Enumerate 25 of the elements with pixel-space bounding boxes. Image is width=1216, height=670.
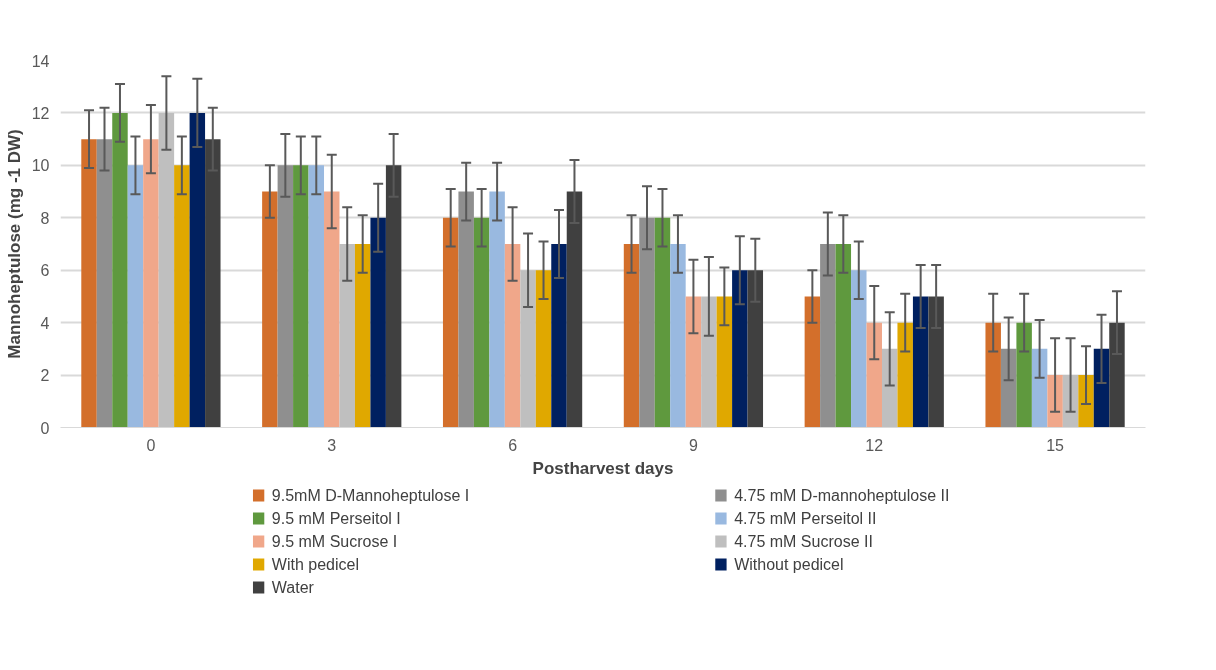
- y-tick-label: 4: [40, 314, 50, 332]
- y-tick-label: 12: [31, 104, 50, 122]
- x-tick-label: 15: [1046, 436, 1065, 454]
- legend-label: 9.5 mM Sucrose I: [271, 533, 398, 550]
- x-tick-label: 3: [327, 436, 337, 454]
- legend-label: 4.75 mM D-mannoheptulose II: [734, 487, 950, 504]
- legend-label: 4.75 mM Perseitol II: [734, 510, 877, 527]
- x-tick-label: 12: [865, 436, 884, 454]
- y-tick-label: 14: [31, 52, 50, 70]
- y-tick-label: 0: [40, 419, 50, 437]
- legend-label: 9.5 mM Perseitol I: [271, 510, 401, 527]
- y-tick-label: 8: [40, 209, 50, 227]
- y-axis-title: Mannoheptulose (mg -1 DW): [4, 129, 24, 359]
- legend-label: 4.75 mM Sucrose II: [734, 533, 873, 550]
- legend-label: Without pedicel: [734, 556, 844, 573]
- legend-label: Water: [271, 579, 315, 596]
- x-tick-label: 0: [146, 436, 156, 454]
- y-tick-label: 6: [40, 262, 50, 280]
- x-axis-title: Postharvest days: [532, 458, 674, 478]
- y-tick-label: 10: [31, 157, 50, 175]
- y-tick-label: 2: [40, 367, 50, 385]
- legend-label: 9.5mM D-Mannoheptulose I: [271, 487, 470, 504]
- x-tick-label: 9: [688, 436, 698, 454]
- legend-label: With pedicel: [271, 556, 359, 573]
- x-tick-label: 6: [508, 436, 518, 454]
